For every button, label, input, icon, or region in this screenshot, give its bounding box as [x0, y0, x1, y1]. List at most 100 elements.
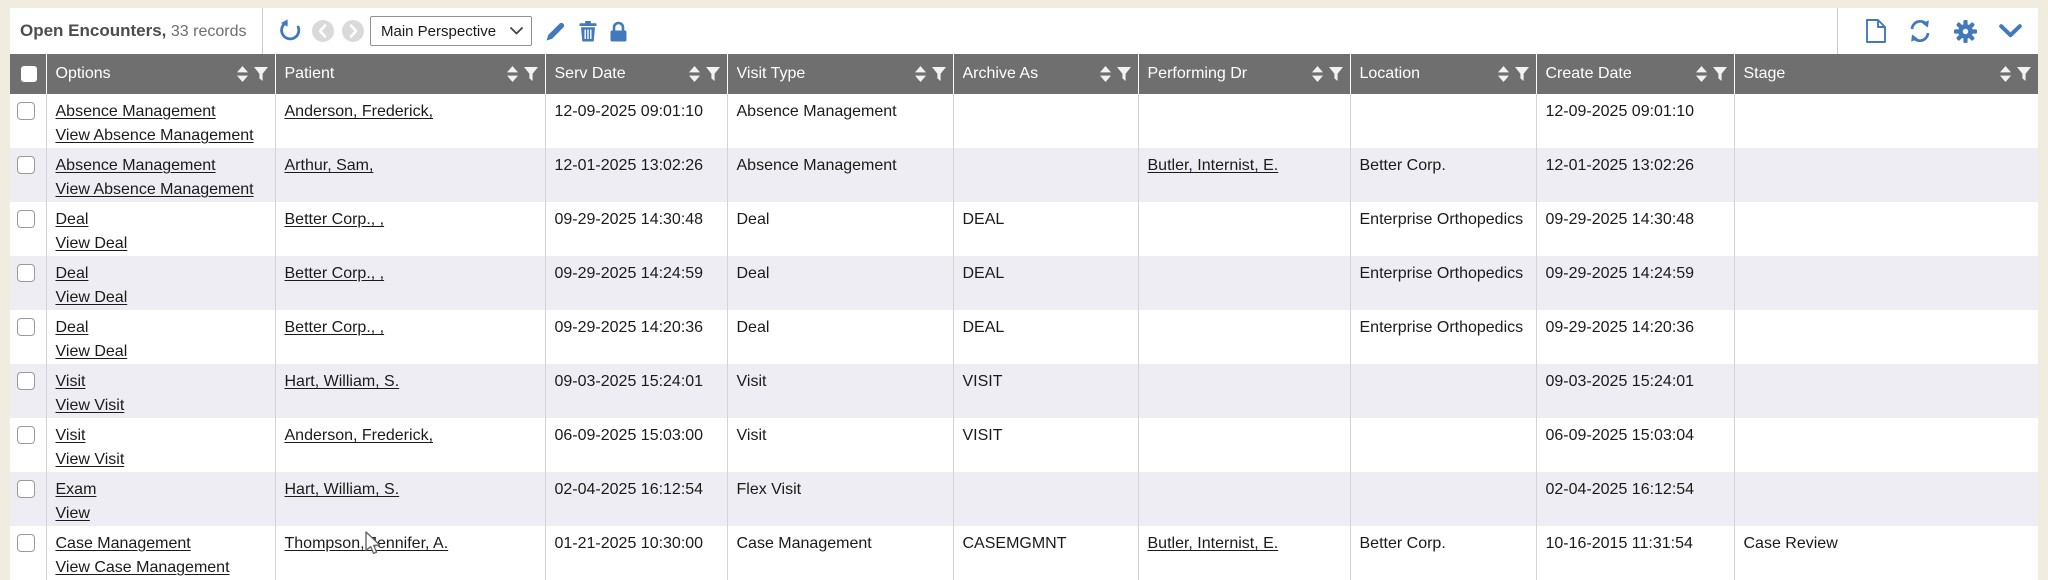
row-checkbox[interactable] — [17, 156, 35, 174]
filter-funnel-icon[interactable] — [1328, 67, 1343, 81]
sort-icon[interactable] — [506, 66, 518, 82]
column-header-visit-type[interactable]: Visit Type — [726, 54, 953, 94]
filter-funnel-icon[interactable] — [2017, 67, 2031, 81]
sort-icon[interactable] — [2000, 66, 2011, 82]
encounter-type-link[interactable]: Deal — [55, 319, 89, 336]
column-header-location[interactable]: Location — [1349, 54, 1536, 94]
filter-funnel-icon[interactable] — [523, 67, 538, 81]
filter-funnel-icon[interactable] — [253, 67, 268, 81]
settings-gear-icon[interactable] — [1954, 19, 1977, 43]
encounter-type-link[interactable]: Deal — [55, 265, 89, 282]
encounter-type-link[interactable]: Absence Management — [55, 157, 216, 174]
patient-link[interactable]: Hart, William, S. — [284, 373, 400, 390]
refresh-icon[interactable] — [1908, 19, 1932, 43]
filter-funnel-icon[interactable] — [1712, 67, 1727, 81]
column-label: Location — [1359, 65, 1421, 82]
patient-link[interactable]: Anderson, Frederick, — [284, 427, 434, 444]
row-select-cell — [10, 310, 46, 364]
column-header-create-date[interactable]: Create Date — [1535, 54, 1734, 94]
encounter-type-link[interactable]: Deal — [55, 211, 89, 228]
sort-icon[interactable] — [1311, 66, 1323, 82]
row-checkbox[interactable] — [17, 480, 35, 498]
view-encounter-link[interactable]: View Deal — [55, 343, 128, 360]
patient-cell: Anderson, Frederick, — [274, 418, 545, 472]
patient-link[interactable]: Arthur, Sam, — [284, 157, 374, 174]
patient-link[interactable]: Better Corp., , — [284, 211, 385, 228]
row-select-cell — [10, 418, 46, 472]
panel-title: Open Encounters, — [20, 21, 167, 40]
options-cell: Absence Management View Absence Manageme… — [45, 148, 275, 202]
column-header-stage[interactable]: Stage — [1733, 54, 2038, 94]
sort-icon[interactable] — [914, 66, 926, 82]
row-checkbox[interactable] — [17, 372, 35, 390]
create-date-cell: 09-03-2025 15:24:01 — [1535, 364, 1734, 418]
performing-dr-link[interactable]: Butler, Internist, E. — [1147, 157, 1279, 174]
collapse-chevron-down-icon[interactable] — [1999, 24, 2022, 38]
patient-link[interactable]: Thompson, Jennifer, A. — [284, 535, 449, 552]
row-checkbox[interactable] — [17, 534, 35, 552]
options-cell: Deal View Deal — [45, 310, 275, 364]
options-cell: Case Management View Case Management — [45, 526, 275, 580]
patient-link[interactable]: Better Corp., , — [284, 265, 385, 282]
performing-dr-link[interactable]: Butler, Internist, E. — [1147, 535, 1279, 552]
row-checkbox[interactable] — [17, 318, 35, 336]
sort-icon[interactable] — [1695, 66, 1707, 82]
table-row: Absence Management View Absence Manageme… — [10, 148, 2038, 202]
view-encounter-link[interactable]: View Deal — [55, 289, 128, 306]
sort-icon[interactable] — [236, 66, 248, 82]
nav-back-icon[interactable] — [312, 20, 334, 42]
edit-pencil-icon[interactable] — [546, 21, 566, 41]
column-label: Serv Date — [554, 65, 626, 82]
archive-as-cell — [952, 148, 1138, 202]
toolbar: Open Encounters, 33 records — [10, 8, 2038, 54]
options-cell: Visit View Visit — [45, 364, 275, 418]
row-checkbox[interactable] — [17, 264, 35, 282]
select-all-checkbox[interactable] — [20, 66, 37, 82]
view-encounter-link[interactable]: View Visit — [55, 397, 125, 414]
nav-forward-icon[interactable] — [342, 20, 364, 42]
view-encounter-link[interactable]: View Absence Management — [55, 127, 254, 144]
row-checkbox[interactable] — [17, 426, 35, 444]
create-date-cell: 09-29-2025 14:30:48 — [1535, 202, 1734, 256]
view-encounter-link[interactable]: View — [55, 505, 90, 522]
patient-link[interactable]: Anderson, Frederick, — [284, 103, 434, 120]
column-header-performing-dr[interactable]: Performing Dr — [1137, 54, 1350, 94]
sort-icon[interactable] — [1099, 66, 1111, 82]
encounters-panel: Open Encounters, 33 records — [10, 8, 2038, 580]
select-all-header-cell[interactable] — [10, 54, 46, 94]
encounter-type-link[interactable]: Visit — [55, 427, 86, 444]
filter-funnel-icon[interactable] — [1514, 67, 1529, 81]
encounter-type-link[interactable]: Exam — [55, 481, 97, 498]
serv-date-cell: 09-29-2025 14:30:48 — [544, 202, 727, 256]
column-header-options[interactable]: Options — [45, 54, 275, 94]
view-encounter-link[interactable]: View Absence Management — [55, 181, 254, 198]
lock-icon[interactable] — [610, 21, 627, 42]
performing-dr-cell: Butler, Internist, E. — [1137, 526, 1350, 580]
column-header-archive-as[interactable]: Archive As — [952, 54, 1138, 94]
encounter-type-link[interactable]: Case Management — [55, 535, 191, 552]
filter-funnel-icon[interactable] — [705, 67, 720, 81]
row-checkbox[interactable] — [17, 102, 35, 120]
encounter-type-link[interactable]: Visit — [55, 373, 86, 390]
encounter-type-link[interactable]: Absence Management — [55, 103, 216, 120]
perspective-select[interactable]: Main Perspective — [370, 16, 533, 46]
patient-link[interactable]: Better Corp., , — [284, 319, 385, 336]
view-encounter-link[interactable]: View Case Management — [55, 559, 230, 576]
column-header-serv-date[interactable]: Serv Date — [544, 54, 727, 94]
patient-link[interactable]: Hart, William, S. — [284, 481, 400, 498]
delete-trash-icon[interactable] — [579, 20, 597, 42]
stage-cell — [1733, 418, 2038, 472]
view-encounter-link[interactable]: View Visit — [55, 451, 125, 468]
location-cell — [1349, 364, 1536, 418]
create-date-cell: 06-09-2025 15:03:04 — [1535, 418, 1734, 472]
serv-date-cell: 02-04-2025 16:12:54 — [544, 472, 727, 526]
undo-icon[interactable] — [278, 19, 302, 43]
sort-icon[interactable] — [688, 66, 700, 82]
sort-icon[interactable] — [1497, 66, 1509, 82]
filter-funnel-icon[interactable] — [1116, 67, 1131, 81]
filter-funnel-icon[interactable] — [931, 67, 946, 81]
row-checkbox[interactable] — [17, 210, 35, 228]
column-header-patient[interactable]: Patient — [274, 54, 545, 94]
new-document-icon[interactable] — [1866, 19, 1886, 43]
view-encounter-link[interactable]: View Deal — [55, 235, 128, 252]
